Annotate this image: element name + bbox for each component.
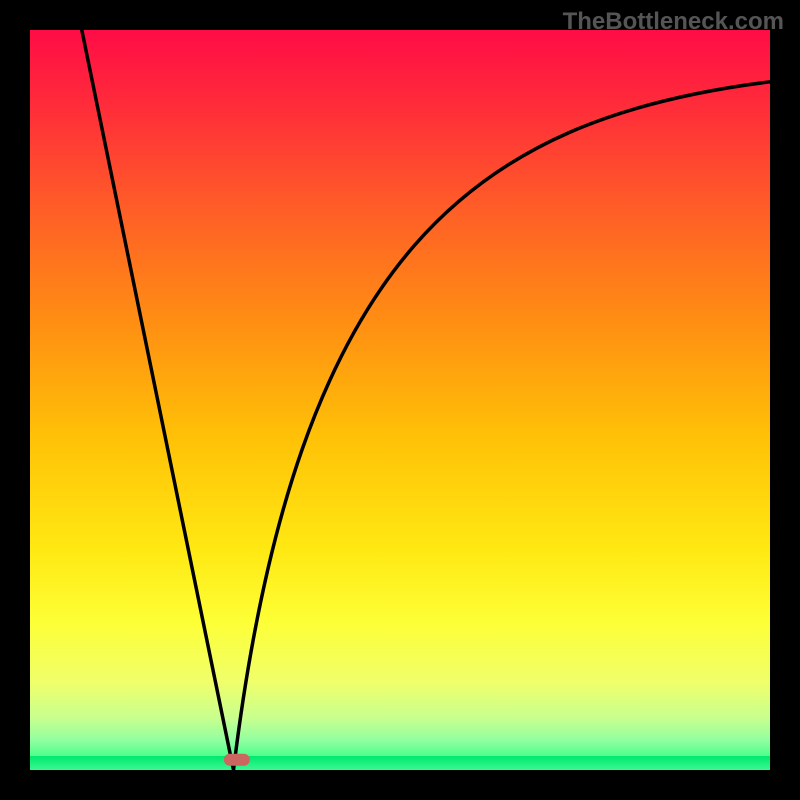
chart-svg <box>0 0 800 800</box>
watermark-text: TheBottleneck.com <box>563 8 784 36</box>
chart-container: TheBottleneck.com <box>0 0 800 800</box>
apex-marker <box>224 754 250 766</box>
